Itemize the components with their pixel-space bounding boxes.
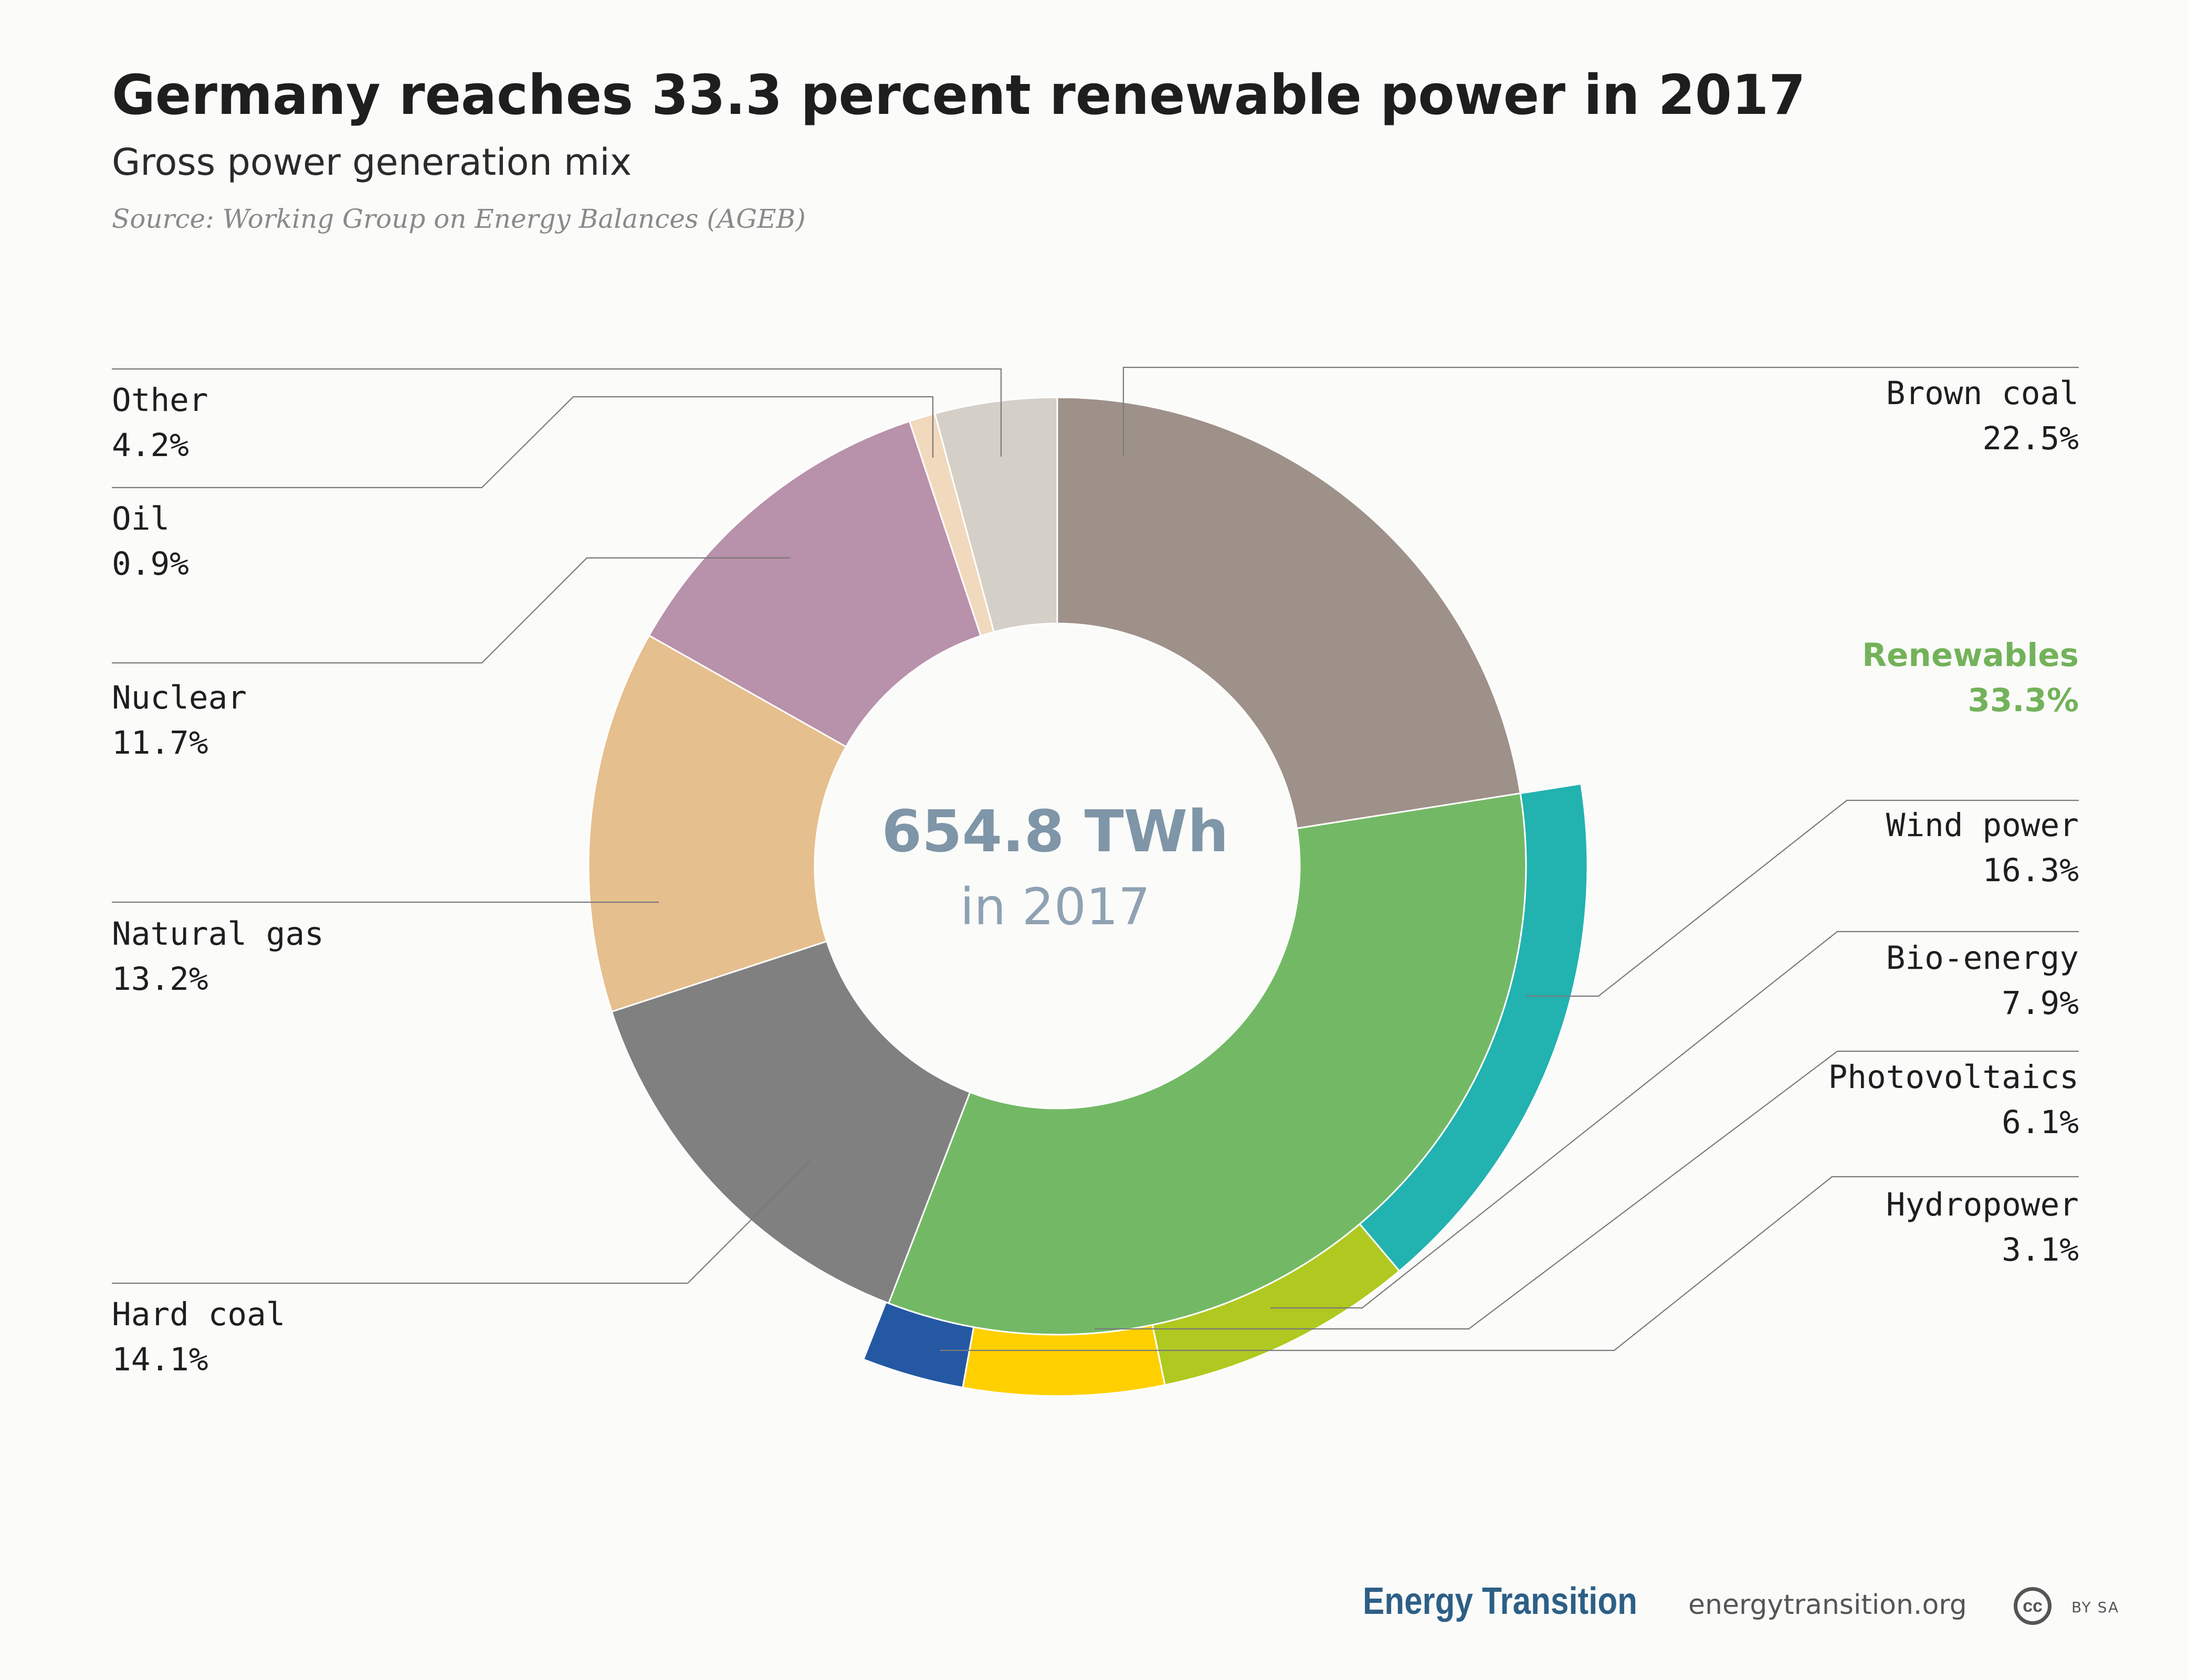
label-other-name: Other [112,382,208,419]
license-text: BY SA [2071,1599,2120,1616]
label-oil: Oil 0.9% [112,496,189,587]
slice-nuclear [648,420,982,748]
label-pv-name: Photovoltaics [1828,1059,2079,1096]
label-bio-name: Bio-energy [1886,939,2079,977]
cc-license-icon: cc [2014,1587,2052,1625]
source-note: Source: Working Group on Energy Balances… [112,204,806,234]
label-oil-name: Oil [112,500,170,537]
leader-line-other [112,368,1002,457]
label-oil-value: 0.9% [112,545,189,583]
footer-link[interactable]: energytransition.org [1688,1589,1967,1621]
leader-line-bio [1270,931,2079,1309]
leader-line-oil [112,396,934,489]
leader-line-brown-coal [1122,366,2079,457]
label-bio: Bio-energy 7.9% [1886,936,2079,1026]
label-pv-value: 6.1% [2002,1104,2079,1141]
total-generation-year: in 2017 [960,878,1151,936]
slice-other [934,396,1058,633]
label-nuclear-value: 11.7% [112,724,208,762]
leader-line-pv [1095,1050,2079,1330]
brand-logo: Energy Transition [1363,1580,1638,1622]
label-nuclear-name: Nuclear [112,679,247,716]
label-hydro-name: Hydropower [1886,1186,2079,1223]
label-hydro-value: 3.1% [2002,1231,2079,1269]
label-wind-name: Wind power [1886,807,2079,844]
label-natural-gas-name: Natural gas [112,915,324,953]
label-nuclear: Nuclear 11.7% [112,675,247,766]
label-renewables-name: Renewables [1862,637,2079,674]
label-natural-gas-value: 13.2% [112,960,208,998]
label-natural-gas: Natural gas 13.2% [112,912,324,1002]
slice-brown-coal [1056,396,1521,830]
label-renewables-value: 33.3% [1968,682,2079,719]
leader-line-hard-coal [112,1159,812,1284]
label-brown-coal: Brown coal 22.5% [1886,371,2079,461]
label-pv: Photovoltaics 6.1% [1828,1055,2079,1145]
label-other-value: 4.2% [112,427,189,464]
leader-line-nuclear [112,557,790,664]
label-renewables: Renewables 33.3% [1862,633,2079,723]
label-wind: Wind power 16.3% [1886,803,2079,893]
label-hard-coal: Hard coal 14.1% [112,1292,286,1382]
label-hard-coal-value: 14.1% [112,1341,208,1378]
label-other: Other 4.2% [112,378,208,468]
slice-hard-coal [611,940,971,1305]
label-brown-coal-value: 22.5% [1982,420,2079,457]
slice-pv [962,1324,1166,1397]
leader-line-wind [1526,799,2079,997]
label-hard-coal-name: Hard coal [112,1296,286,1333]
label-bio-value: 7.9% [2002,985,2079,1022]
total-generation-value: 654.8 TWh [881,798,1229,865]
slice-hydro [862,1301,975,1389]
leader-line-hydro [940,1176,2079,1351]
page-subtitle: Gross power generation mix [112,141,632,184]
page-title: Germany reaches 33.3 percent renewable p… [112,63,1806,127]
label-hydro: Hydropower 3.1% [1886,1182,2079,1273]
label-brown-coal-name: Brown coal [1886,375,2079,412]
label-wind-value: 16.3% [1982,852,2079,889]
